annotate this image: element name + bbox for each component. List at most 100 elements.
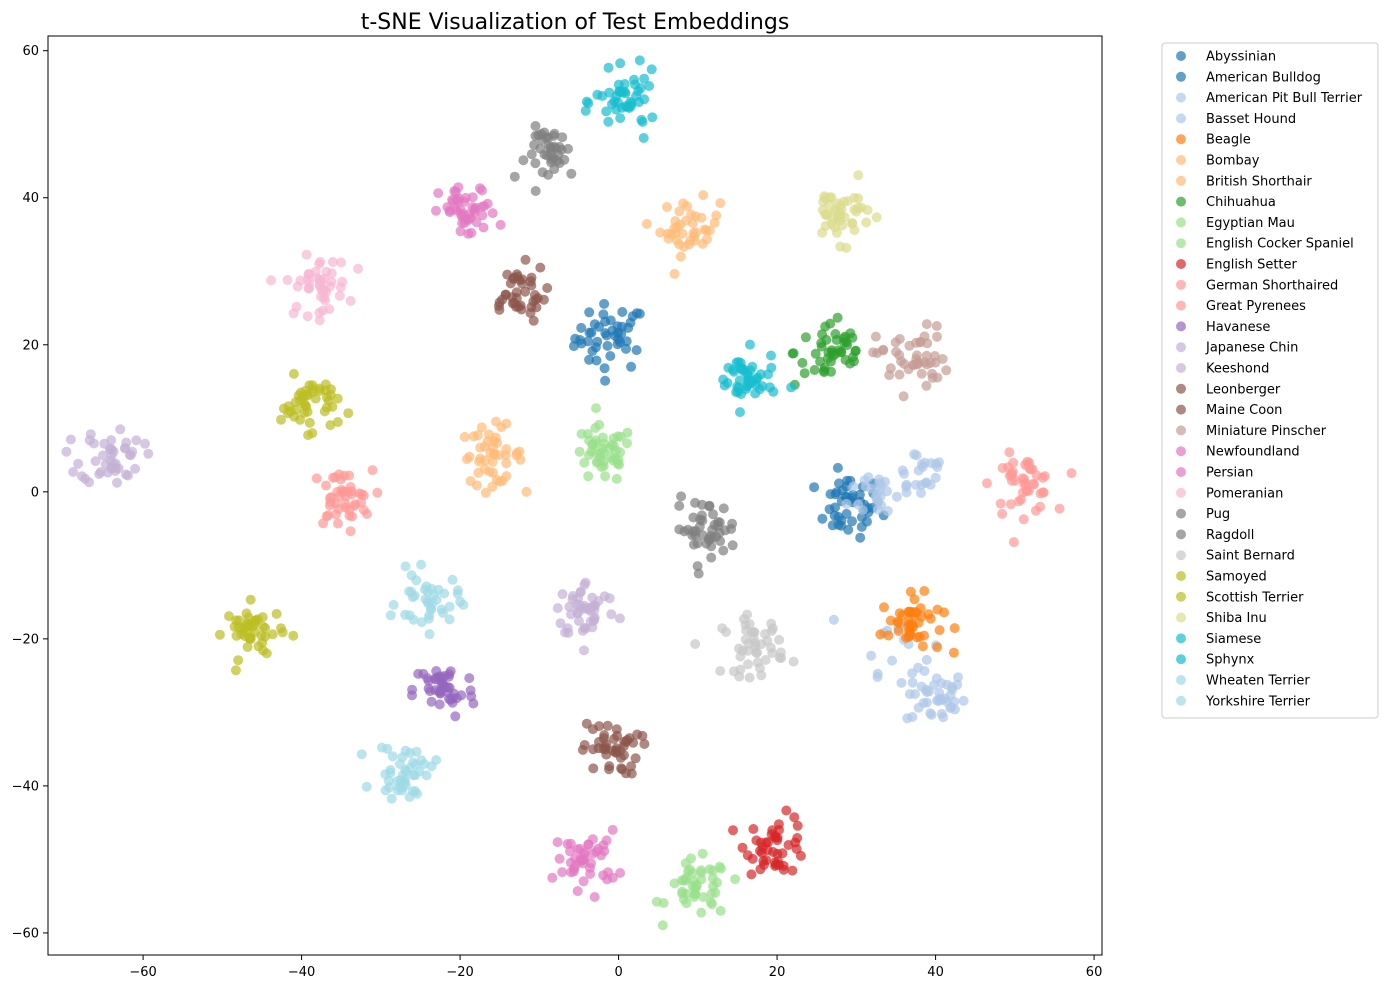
point-10-0-21: [783, 840, 794, 850]
point-9-0-41: [730, 874, 741, 885]
legend-frame: [1161, 42, 1379, 719]
legend-marker: [1176, 51, 1186, 61]
legend-label: Ragdoll: [1206, 528, 1254, 543]
point-30-0-24: [406, 570, 417, 581]
point-10-0-42: [746, 869, 757, 880]
point-18-0-38: [916, 368, 927, 379]
legend-label: Sphynx: [1206, 653, 1255, 668]
point-29-0-7: [766, 350, 776, 361]
point-13-0-33: [465, 685, 476, 696]
point-25-0-29: [250, 615, 261, 626]
point-3-0-16: [891, 491, 902, 502]
point-9-0-33: [658, 898, 669, 908]
point-26-0-33: [323, 395, 334, 406]
point-18-0-10: [921, 380, 932, 391]
point-2-1-19: [917, 462, 928, 472]
point-18-0-32: [927, 372, 938, 383]
point-10-0-41: [761, 855, 772, 866]
point-19-0-12: [471, 217, 482, 228]
point-10-0-36: [766, 829, 777, 840]
point-9-0-18: [716, 863, 726, 874]
point-9-0-29: [683, 866, 694, 877]
point-8-0-18: [584, 450, 594, 461]
point-2-0-33: [910, 689, 920, 700]
point-19-0-40: [470, 203, 481, 213]
point-10-0-14: [748, 824, 759, 834]
point-14-0-43: [585, 605, 596, 616]
point-28-0-15: [615, 113, 626, 124]
point-23-0-38: [535, 143, 546, 154]
point-5-0-27: [669, 268, 680, 279]
point-23-0-37: [548, 152, 559, 163]
point-7-0-15: [810, 348, 821, 359]
point-5-0-38: [681, 215, 691, 226]
point-2-0-36: [953, 672, 963, 683]
point-4-0-14: [879, 602, 889, 613]
point-3-0-9: [841, 498, 852, 509]
point-21-0-41: [314, 259, 325, 270]
point-12-0-14: [311, 473, 322, 484]
point-16-0-34: [542, 283, 553, 293]
point-4-0-4: [919, 586, 930, 596]
point-22-0-40: [679, 526, 690, 537]
point-30-0-12: [416, 617, 427, 628]
point-21-0-24: [336, 257, 347, 268]
point-17-0-19: [626, 768, 637, 779]
point-0-0-7: [584, 327, 595, 338]
point-27-0-36: [856, 202, 867, 213]
point-25-0-21: [267, 629, 278, 640]
point-20-0-30: [572, 886, 583, 897]
point-25-0-26: [258, 645, 269, 656]
point-0-0-18: [600, 375, 611, 386]
point-31-0-43: [426, 761, 437, 772]
y-tick-label: 60: [22, 44, 39, 59]
legend-label: Beagle: [1206, 133, 1251, 148]
point-28-0-1: [644, 81, 655, 91]
point-21-0-26: [301, 249, 312, 260]
legend-marker: [1176, 71, 1186, 82]
point-18-0-39: [894, 350, 905, 360]
point-16-0-35: [528, 315, 539, 326]
point-7-0-27: [815, 356, 826, 367]
y-tick-label: −60: [12, 926, 39, 941]
point-24-0-20: [744, 672, 755, 683]
point-8-0-35: [583, 471, 594, 482]
point-24-0-39: [746, 627, 757, 638]
point-11-0-26: [1029, 479, 1040, 490]
point-24-0-38: [762, 635, 773, 646]
point-26-0-37: [325, 420, 336, 431]
point-6-0-29: [490, 432, 501, 443]
point-22-0-32: [697, 499, 708, 510]
point-5-0-28: [662, 202, 672, 212]
point-2-1-1: [930, 472, 941, 483]
point-9-0-40: [691, 880, 702, 891]
point-17-0-33: [616, 763, 627, 774]
point-3-0-22: [866, 483, 877, 494]
point-10-0-40: [778, 864, 789, 875]
point-24-0-41: [735, 664, 746, 675]
point-6-0-40: [514, 446, 525, 457]
point-23-0-24: [548, 131, 559, 141]
point-14-0-14: [606, 609, 617, 620]
point-18-0-29: [868, 347, 879, 358]
point-15-0-38: [65, 434, 76, 445]
point-7-0-40: [849, 356, 859, 367]
point-6-0-34: [494, 476, 505, 487]
point-20-0-33: [554, 853, 565, 864]
point-27-0-41: [831, 227, 842, 238]
point-2-1-9: [911, 450, 922, 461]
point-8-0-2: [591, 403, 601, 414]
point-26-0-18: [332, 417, 343, 427]
point-9-0-35: [679, 894, 689, 905]
point-4-0-31: [932, 642, 943, 653]
legend-marker: [1176, 571, 1186, 581]
legend-marker: [1176, 633, 1186, 644]
point-24-0-21: [715, 666, 726, 676]
point-4-0-42: [914, 631, 925, 642]
point-19-0-32: [495, 219, 506, 230]
point-6-0-35: [515, 454, 526, 465]
point-16-0-33: [512, 269, 522, 280]
point-16-0-37: [497, 294, 508, 305]
point-11-0-31: [1054, 503, 1065, 514]
point-18-0-43: [921, 319, 932, 330]
